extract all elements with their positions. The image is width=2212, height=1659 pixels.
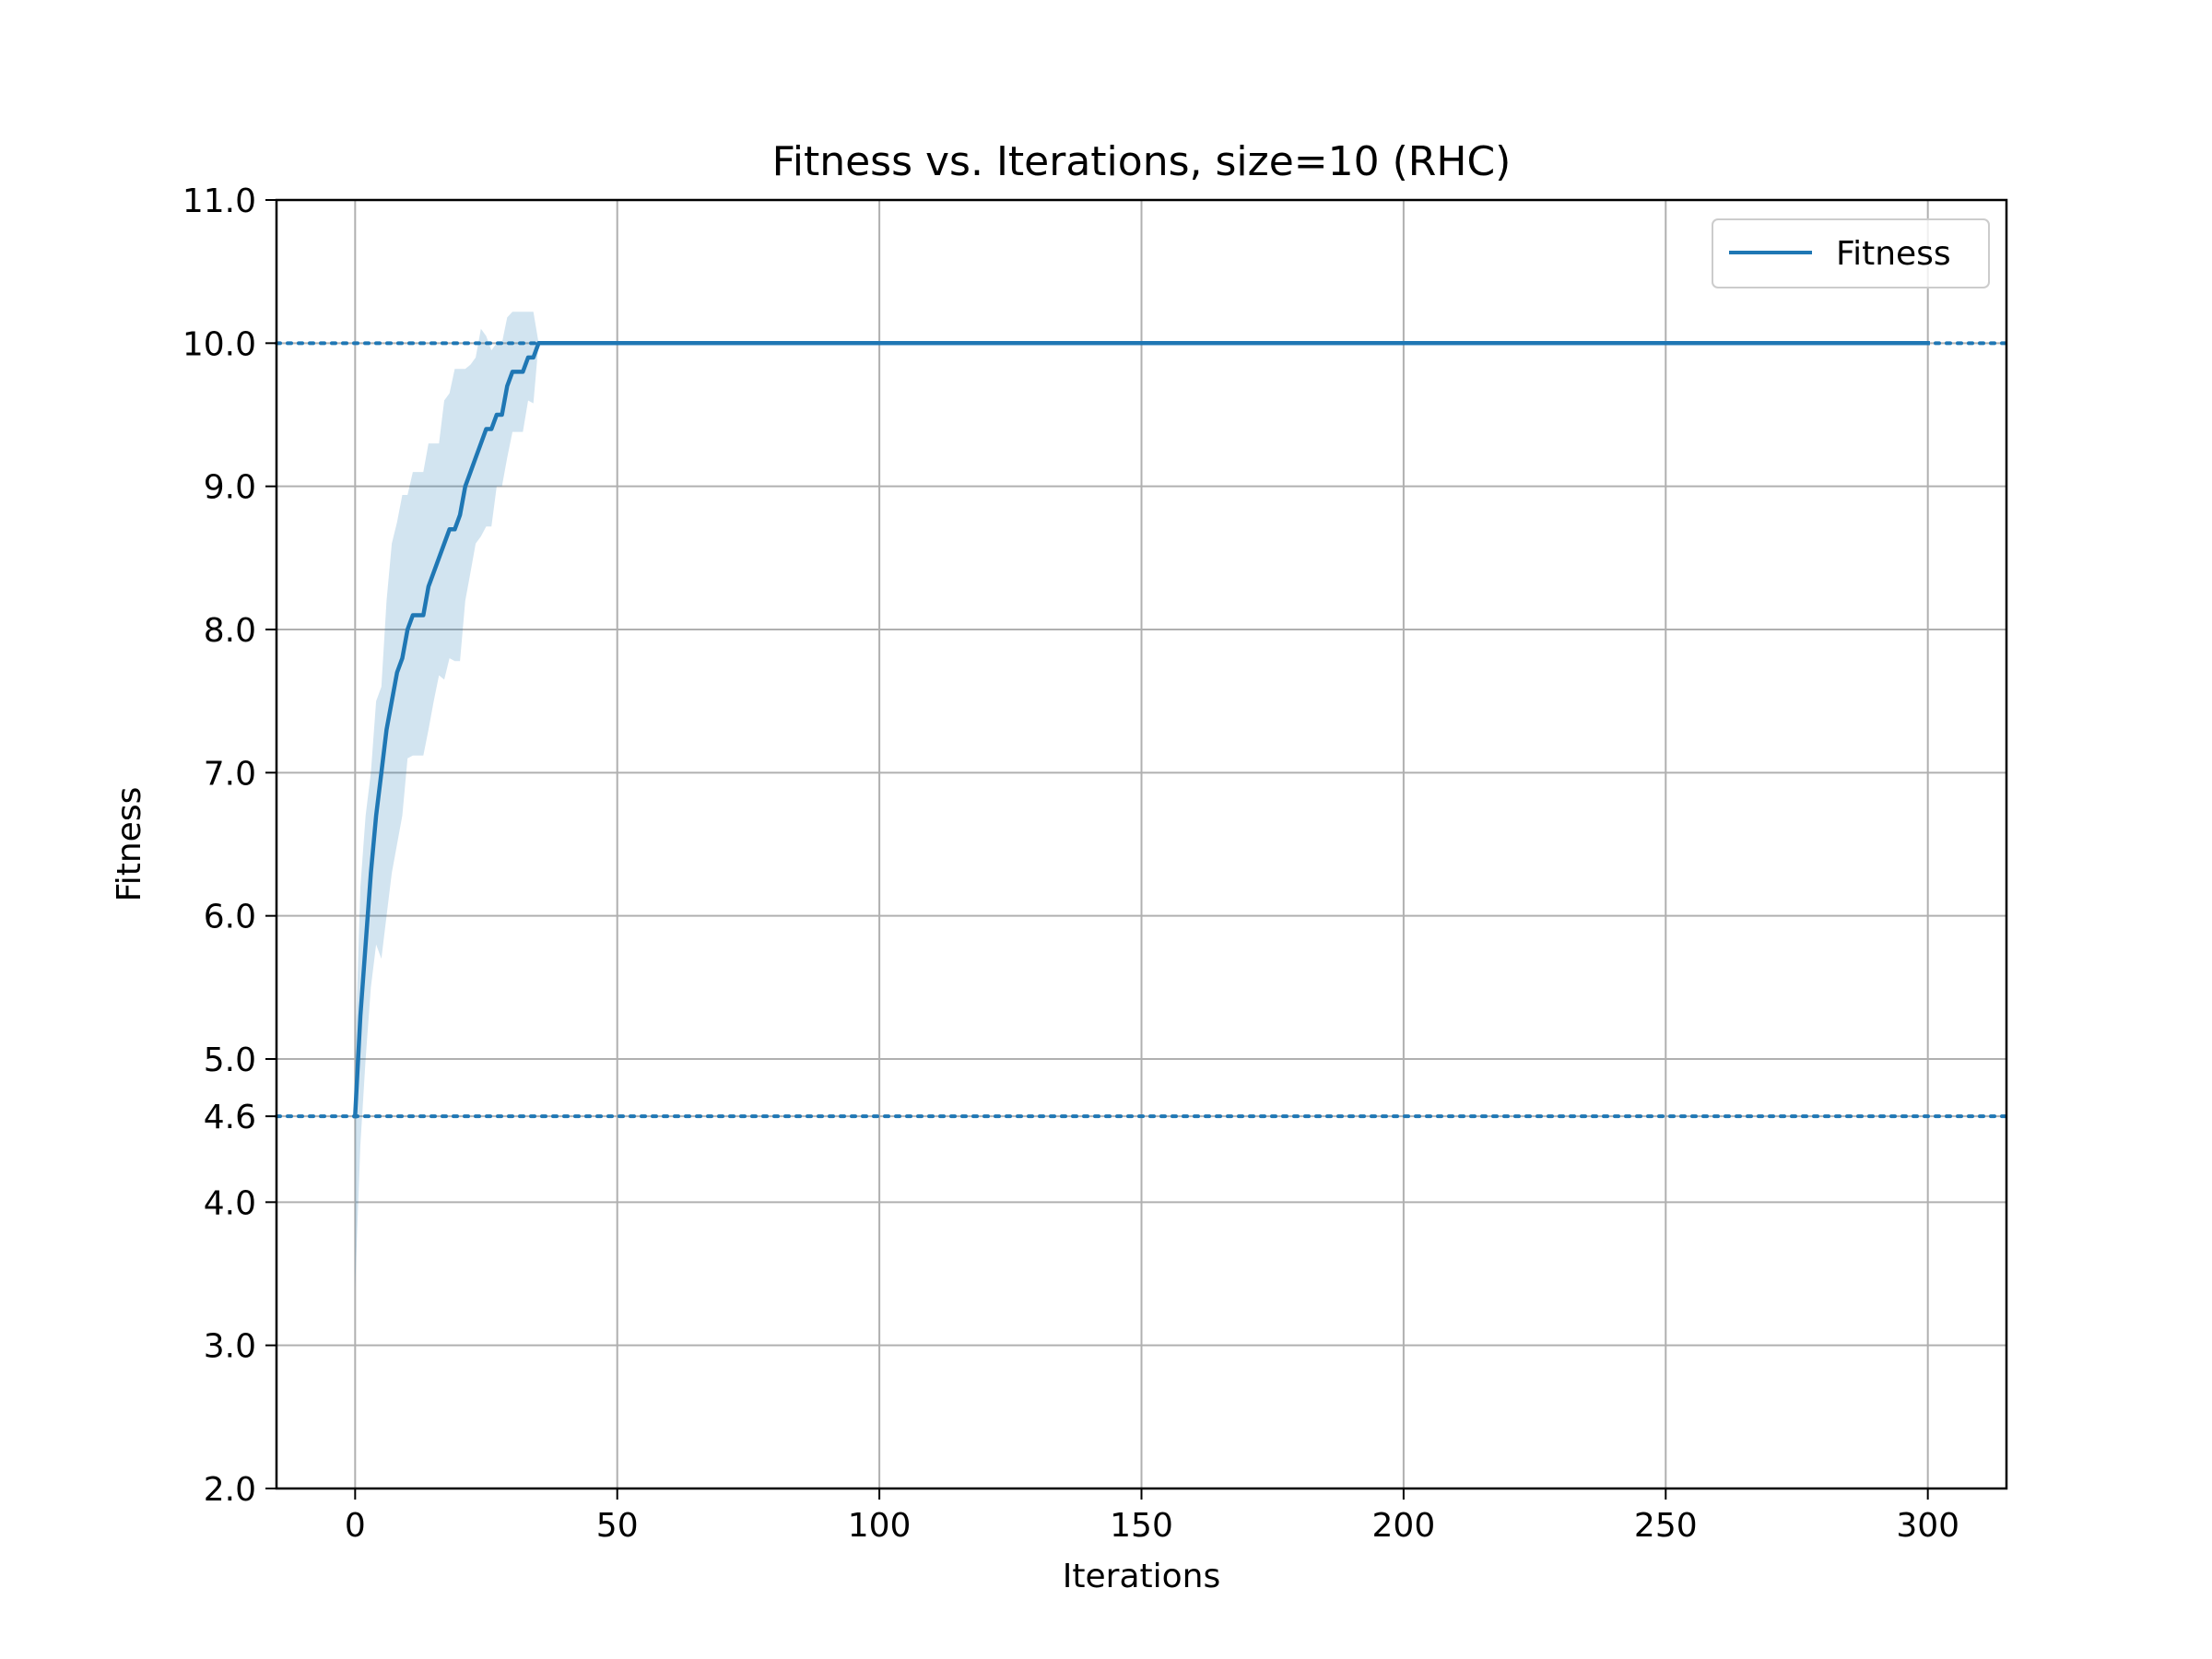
chart-title: Fitness vs. Iterations, size=10 (RHC): [772, 138, 1512, 185]
confidence-band-layer: [355, 312, 1928, 1288]
y-axis-ticks: 2.0 3.0 4.0 4.6 5.0 6.0 7.0 8.0 9.0 10.0 11.0: [182, 182, 276, 1509]
legend: Fitness: [1712, 218, 1990, 288]
y-tick-label: 7.0: [204, 755, 256, 793]
y-tick-label: 6.0: [204, 899, 256, 936]
y-tick-label: 5.0: [204, 1041, 256, 1079]
x-tick-label: 150: [1110, 1507, 1173, 1545]
x-tick-label: 200: [1372, 1507, 1436, 1545]
y-tick-label: 3.0: [204, 1328, 256, 1366]
x-axis-ticks: 0 50 100 150 200 250 300: [345, 1488, 1959, 1545]
x-tick-label: 0: [345, 1507, 366, 1545]
legend-box: [1712, 218, 1990, 288]
y-tick-label: 8.0: [204, 612, 256, 650]
y-axis-label: Fitness: [111, 787, 148, 902]
x-tick-label: 50: [596, 1507, 639, 1545]
x-axis-label: Iterations: [1063, 1558, 1220, 1595]
y-tick-label: 4.6: [204, 1099, 256, 1136]
confidence-band: [355, 312, 1928, 1288]
legend-label: Fitness: [1836, 235, 1951, 273]
y-tick-label: 4.0: [204, 1184, 256, 1222]
fitness-line: [352, 341, 1930, 1119]
x-tick-label: 250: [1634, 1507, 1698, 1545]
y-tick-label: 9.0: [204, 469, 256, 507]
series-layer: [352, 341, 1930, 1119]
x-tick-label: 300: [1896, 1507, 1959, 1545]
y-tick-label: 10.0: [182, 325, 256, 363]
x-tick-label: 100: [848, 1507, 912, 1545]
y-tick-label: 11.0: [182, 182, 256, 220]
y-tick-label: 2.0: [204, 1471, 256, 1509]
